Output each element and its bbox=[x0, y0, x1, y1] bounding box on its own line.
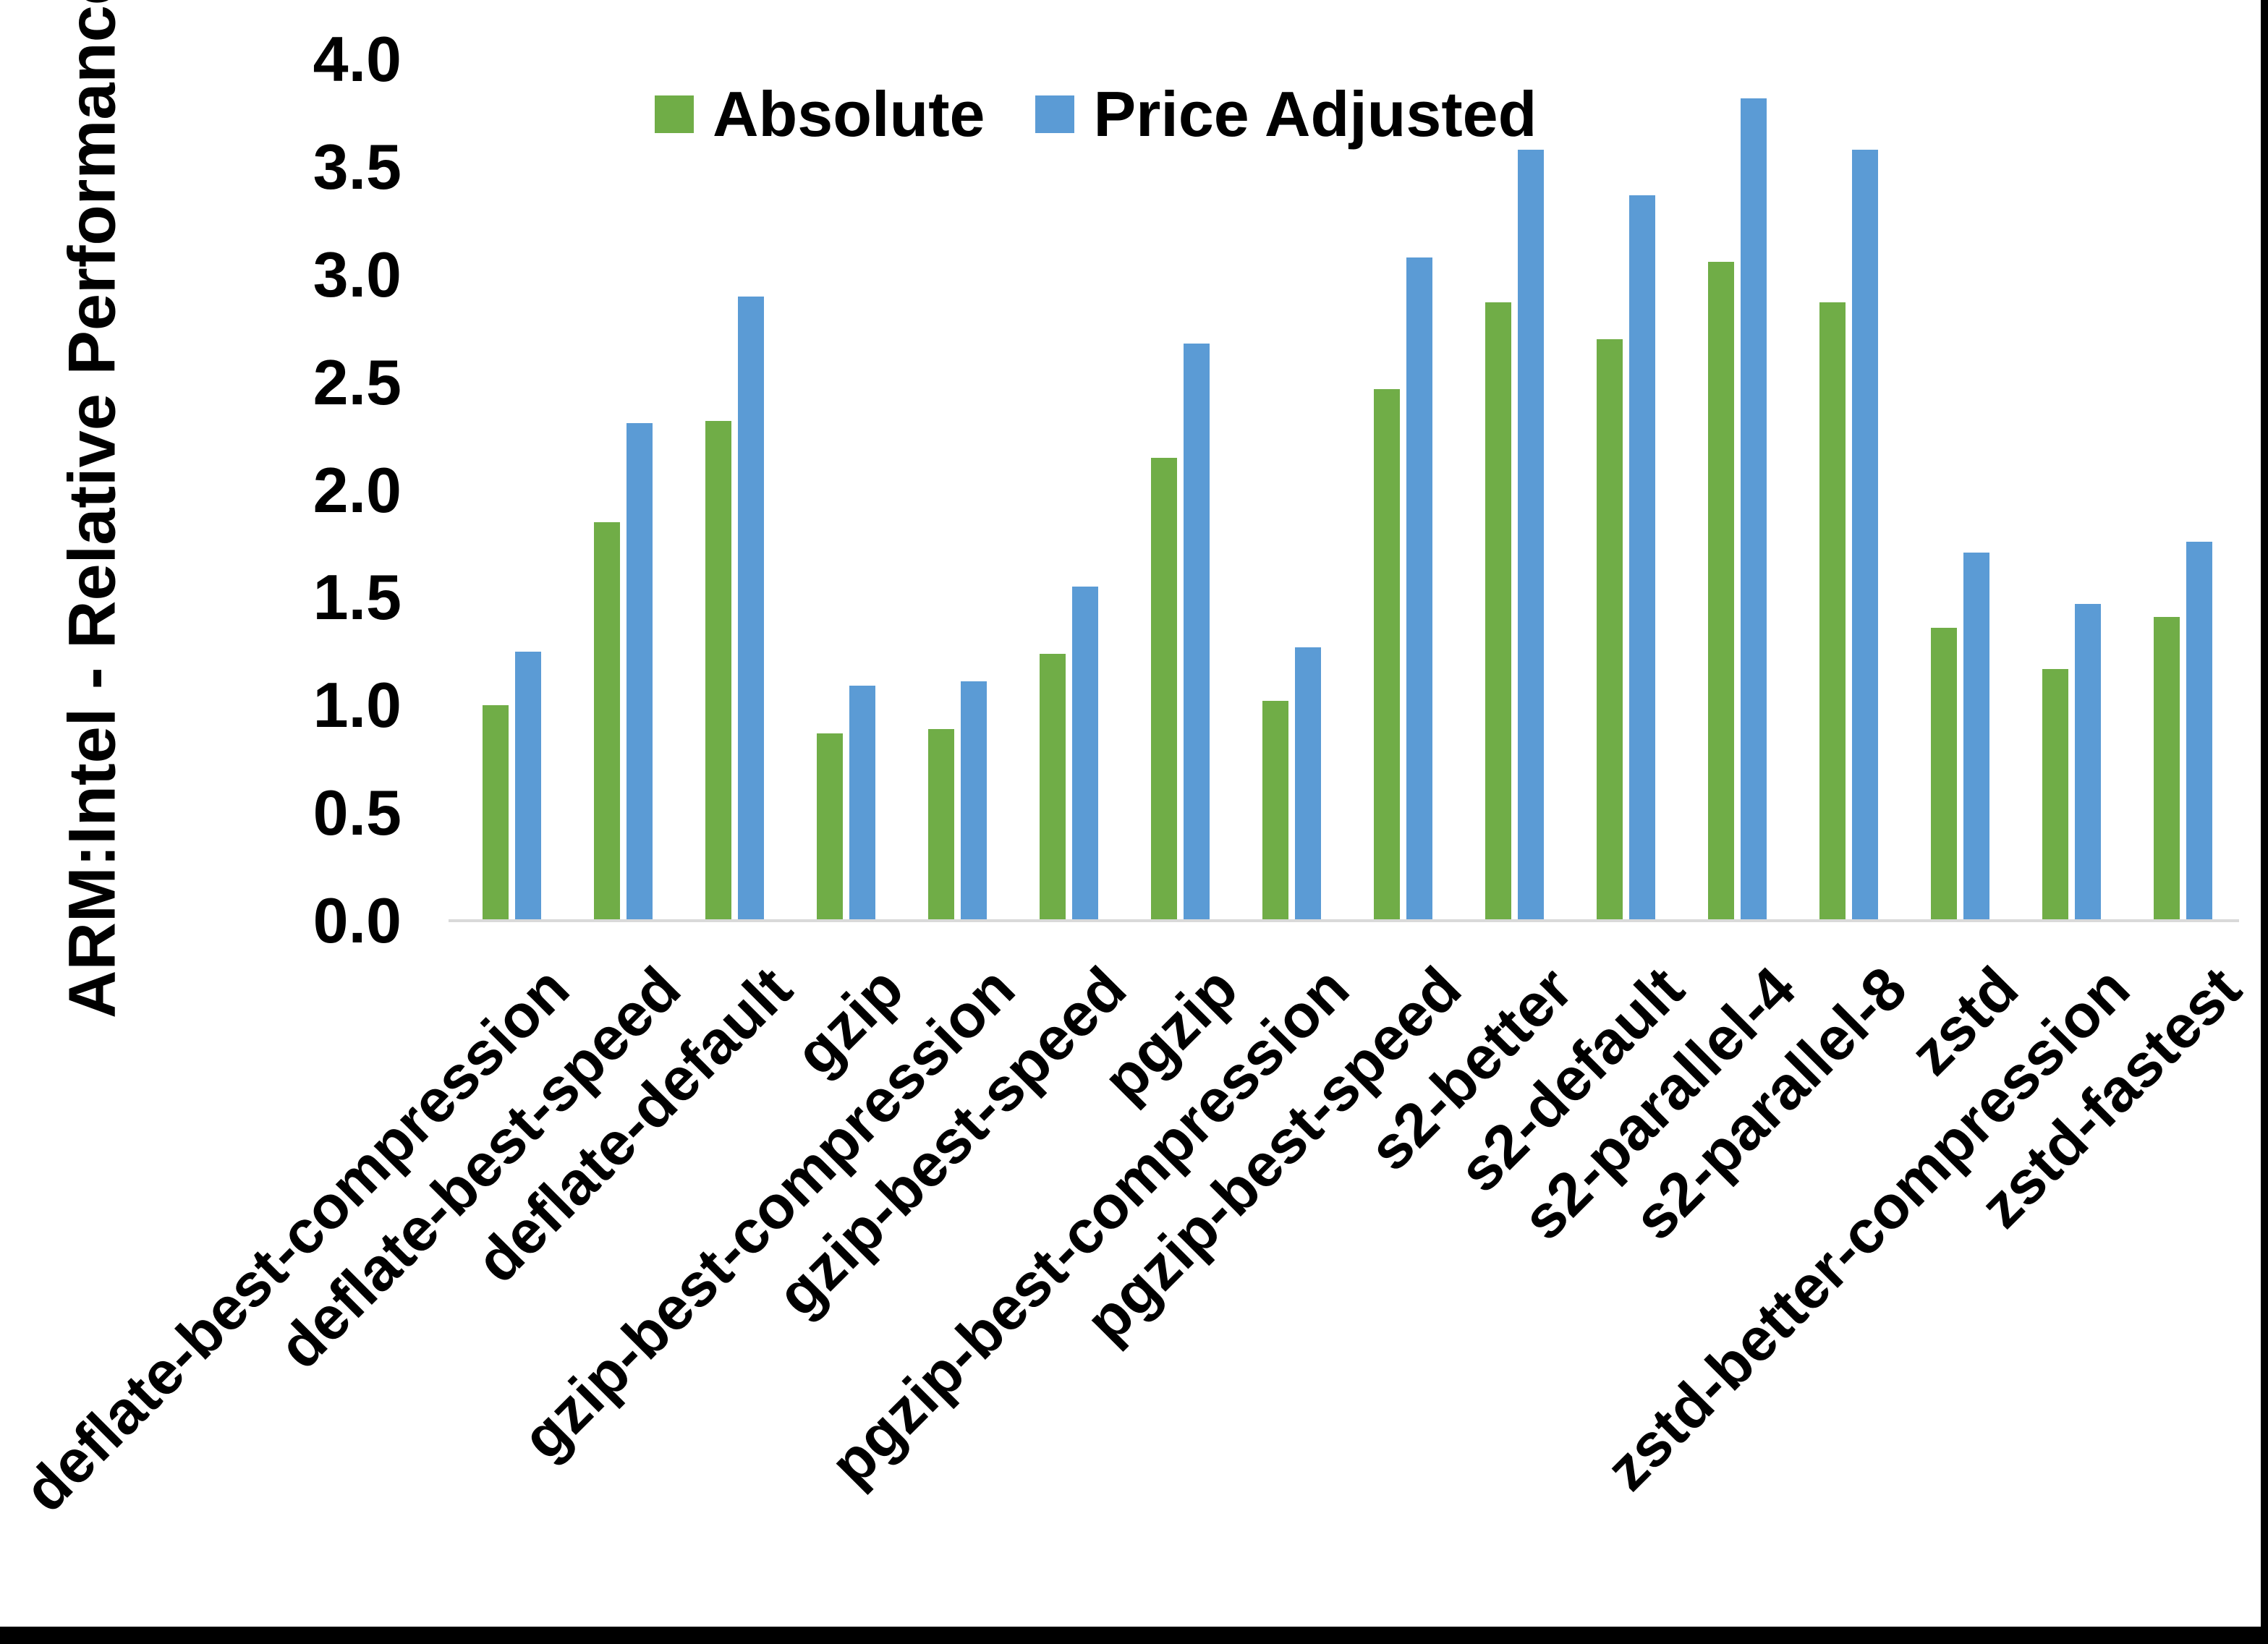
bar-price-adjusted-s2-parallel-8 bbox=[1852, 150, 1879, 921]
bar-absolute-pgzip-best-speed bbox=[1374, 388, 1401, 921]
y-tick-label: 3.0 bbox=[313, 238, 402, 310]
bar-price-adjusted-gzip bbox=[849, 686, 875, 921]
bar-price-adjusted-pgzip bbox=[1183, 344, 1210, 921]
y-tick-label: 2.0 bbox=[313, 453, 402, 526]
bar-price-adjusted-zstd bbox=[1963, 552, 1990, 921]
bar-price-adjusted-pgzip-best-compression bbox=[1294, 647, 1321, 921]
bar-price-adjusted-deflate-default bbox=[737, 296, 764, 921]
y-tick-label: 4.0 bbox=[313, 23, 402, 95]
bar-absolute-s2-default bbox=[1597, 339, 1623, 921]
legend: Absolute Price Adjusted bbox=[655, 78, 1537, 150]
legend-label-price-adjusted: Price Adjusted bbox=[1093, 78, 1537, 150]
legend-item-absolute: Absolute bbox=[655, 78, 985, 150]
x-axis-line bbox=[449, 919, 2239, 922]
bar-price-adjusted-s2-parallel-4 bbox=[1741, 98, 1767, 921]
bar-absolute-gzip bbox=[816, 733, 843, 921]
bar-absolute-zstd-fastest bbox=[2154, 617, 2180, 921]
bar-price-adjusted-zstd-fastest bbox=[2186, 541, 2213, 921]
bar-absolute-s2-parallel-4 bbox=[1708, 261, 1735, 921]
bar-price-adjusted-zstd-better-compression bbox=[2075, 604, 2102, 921]
bar-price-adjusted-s2-better bbox=[1518, 150, 1545, 921]
bar-absolute-zstd-better-compression bbox=[2042, 668, 2069, 921]
bar-absolute-s2-better bbox=[1485, 302, 1512, 921]
bar-price-adjusted-deflate-best-compression bbox=[514, 651, 541, 921]
bar-absolute-deflate-best-compression bbox=[482, 705, 509, 921]
bar-price-adjusted-pgzip-best-speed bbox=[1406, 257, 1433, 921]
bar-price-adjusted-gzip-best-compression bbox=[960, 681, 987, 921]
bar-absolute-deflate-default bbox=[705, 421, 731, 921]
y-tick-label: 3.5 bbox=[313, 130, 402, 203]
bar-absolute-gzip-best-speed bbox=[1039, 653, 1066, 921]
bar-absolute-zstd bbox=[1931, 628, 1958, 921]
bar-absolute-pgzip bbox=[1150, 457, 1177, 921]
bar-absolute-gzip-best-compression bbox=[927, 729, 954, 921]
legend-swatch-price-adjusted-icon bbox=[1035, 95, 1075, 133]
bar-price-adjusted-gzip-best-speed bbox=[1071, 587, 1098, 921]
y-tick-label: 0.5 bbox=[313, 777, 402, 849]
bar-absolute-pgzip-best-compression bbox=[1262, 701, 1288, 921]
legend-item-price-adjusted: Price Adjusted bbox=[1035, 78, 1537, 150]
bar-price-adjusted-deflate-best-speed bbox=[626, 423, 653, 921]
y-tick-label: 1.0 bbox=[313, 669, 402, 741]
y-tick-label: 0.0 bbox=[313, 885, 402, 956]
bar-absolute-s2-parallel-8 bbox=[1819, 302, 1846, 921]
bar-absolute-deflate-best-speed bbox=[593, 522, 620, 921]
y-tick-label: 2.5 bbox=[313, 346, 402, 418]
y-tick-label: 1.5 bbox=[313, 561, 402, 634]
legend-label-absolute: Absolute bbox=[713, 78, 985, 150]
legend-swatch-absolute-icon bbox=[655, 95, 694, 133]
bar-price-adjusted-s2-default bbox=[1629, 195, 1656, 921]
